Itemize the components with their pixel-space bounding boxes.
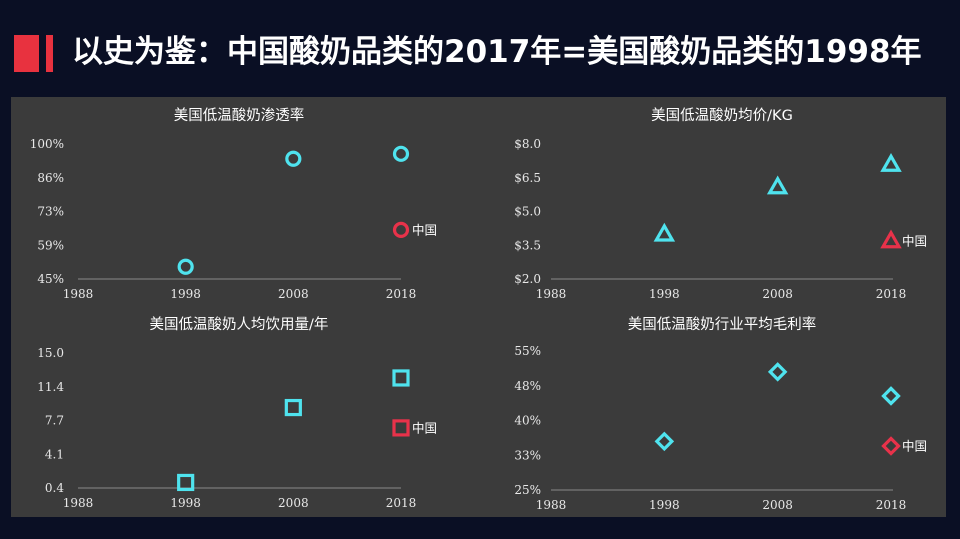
chart-4-china-point [881,436,901,456]
chart-1-xtick: 1998 [170,287,201,301]
chart-2-ytick: $2.0 [514,272,541,286]
chart-3-us-point [284,398,302,417]
chart-1-us-point [392,145,410,162]
chart-4-ytick: 25% [514,483,541,497]
chart-4-us-point [881,386,901,406]
chart-2-us-point [766,175,789,195]
chart-3-ytick: 4.1 [45,447,64,461]
chart-2-xtick: 2008 [762,287,793,301]
chart-2-ytick: $6.5 [514,171,541,185]
chart-2-ytick: $3.5 [514,238,541,252]
chart-1-us-point [285,150,302,167]
logo-icon [14,35,60,72]
page-title: 以史为鉴：中国酸奶品类的2017年=美国酸奶品类的1998年 [72,34,922,70]
chart-3-ytick: 11.4 [37,380,64,394]
chart-4-china-label: 中国 [902,438,927,453]
chart-2-china-point [880,229,902,249]
chart-4-ytick: 40% [514,414,541,428]
chart-4-ytick: 55% [514,344,541,358]
chart-3-us-point [392,369,410,387]
logo-bar-wide [14,35,39,72]
chart-3-china-label: 中国 [412,420,437,435]
chart-4-ytick: 48% [514,379,541,393]
chart-1-ytick: 73% [37,205,64,219]
chart-2-ytick: $8.0 [514,137,541,151]
chart-4-xtick: 1998 [649,498,680,512]
chart-2-title: 美国低温酸奶均价/KG [651,107,793,124]
chart-panel: 美国低温酸奶渗透率 100% 86% 73% 59% 45% 1988 1998 2008 201… [11,97,946,517]
chart-2-china-label: 中国 [902,233,927,248]
chart-1-china-label: 中国 [412,222,437,237]
chart-1-ytick: 45% [37,272,64,286]
chart-1-ytick: 59% [37,238,64,252]
chart-2-xtick: 1998 [649,287,680,301]
chart-3-xtick: 1988 [63,496,94,510]
chart-2-ytick: $5.0 [514,205,541,219]
chart-3-ytick: 0.4 [45,481,64,495]
chart-1-us-point [177,258,194,275]
chart-1-title: 美国低温酸奶渗透率 [174,107,305,124]
chart-2-us-point [653,222,676,242]
logo-bar-narrow [46,35,53,72]
chart-1-ytick: 100% [30,137,64,151]
chart-2-xtick: 2018 [876,287,907,301]
chart-1-xtick: 1988 [63,287,94,301]
chart-4-ytick: 33% [514,448,541,462]
chart-3-xtick: 2008 [278,496,309,510]
header: 以史为鉴：中国酸奶品类的2017年=美国酸奶品类的1998年 [0,0,960,96]
chart-3-ytick: 15.0 [37,346,64,360]
chart-4-xtick: 2018 [876,498,907,512]
chart-3-us-point [177,473,195,492]
chart-3-ytick: 7.7 [45,414,64,428]
chart-4-xtick: 1988 [536,498,567,512]
chart-1-china-point [392,221,410,239]
chart-2-xtick: 1988 [536,287,567,301]
chart-3-title: 美国低温酸奶人均饮用量/年 [150,316,329,333]
chart-4-us-point [767,362,788,382]
chart-1-ytick: 86% [37,171,64,185]
chart-2-us-point [880,153,902,172]
chart-3-xtick: 2018 [386,496,417,510]
chart-4-title: 美国低温酸奶行业平均毛利率 [628,316,817,333]
chart-1-xtick: 2008 [278,287,309,301]
chart-3-xtick: 1998 [170,496,201,510]
chart-4-us-point [654,431,675,452]
chart-3-china-point [392,419,410,437]
chart-4-xtick: 2008 [762,498,793,512]
chart-1-xtick: 2018 [386,287,417,301]
